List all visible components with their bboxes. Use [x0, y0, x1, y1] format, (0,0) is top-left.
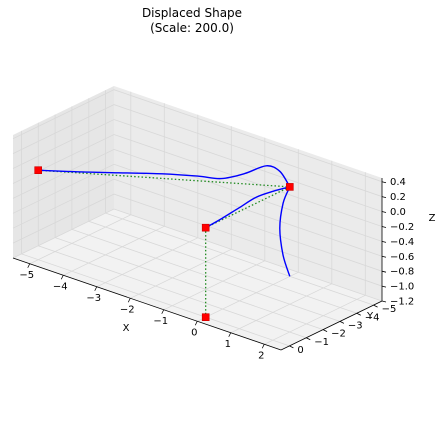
axes-grid — [12, 89, 383, 347]
y-axis-line — [280, 300, 383, 351]
x-tick-mark — [27, 263, 31, 268]
y-tick-mark — [339, 321, 345, 324]
x-tick-mark — [261, 344, 265, 349]
z-tick-label: −0.8 — [390, 267, 414, 278]
displaced-shape-curve — [279, 186, 291, 277]
z-tick-label: −1.2 — [390, 297, 414, 308]
z-tick-label: 0.0 — [390, 207, 406, 218]
z-tick-label: 0.2 — [390, 192, 406, 203]
z-tick-mark — [381, 181, 387, 184]
y-tick-label: −2 — [331, 329, 346, 340]
x-tick-mark — [161, 309, 165, 314]
z-tick-label: −0.4 — [390, 237, 414, 248]
z-axis-label: Z — [429, 213, 436, 224]
z-tick-mark — [381, 226, 387, 228]
original-shape-segment — [205, 186, 291, 229]
x-tick-label: −3 — [86, 293, 101, 304]
z-tick-mark — [381, 285, 387, 288]
x-tick-label: −5 — [19, 270, 34, 281]
z-tick-mark — [381, 240, 387, 243]
x-tick-label: 2 — [258, 350, 264, 361]
y-tick-mark — [306, 337, 311, 341]
x-tick-mark — [228, 332, 232, 337]
node-marker — [34, 166, 43, 174]
z-tick-mark — [381, 196, 387, 199]
floor-pane — [13, 209, 382, 350]
y-tick-label: −1 — [314, 337, 329, 348]
z-gridline — [12, 163, 383, 257]
x-tick-mark — [127, 298, 131, 303]
axes-lines — [12, 178, 383, 351]
z-tick-label: −1.0 — [390, 282, 414, 293]
z-tick-mark — [381, 300, 387, 303]
x-axis-label: X — [123, 323, 130, 334]
z-gridline — [12, 178, 383, 272]
original-shape-segment — [38, 169, 290, 188]
z-gridline — [12, 148, 383, 242]
y-tick-mark — [322, 329, 328, 332]
z-tick-label: 0.4 — [390, 177, 406, 188]
node-marker — [201, 223, 210, 232]
x-axis-line — [12, 257, 282, 351]
z-gridline — [12, 193, 383, 287]
x-tick-label: 1 — [225, 339, 231, 350]
z-tick-mark — [381, 255, 387, 258]
x-tick-label: −4 — [53, 281, 68, 292]
back-pane — [114, 86, 382, 301]
displaced-shape-curve — [38, 165, 291, 188]
z-tick-mark — [381, 211, 387, 213]
chart-title-line-1: Displaced Shape — [142, 6, 242, 20]
y-tick-label: 0 — [297, 345, 303, 356]
node-marker — [285, 183, 294, 191]
z-tick-label: −0.2 — [390, 222, 414, 233]
z-gridline — [12, 119, 383, 212]
y-tick-mark — [373, 304, 378, 308]
z-gridline — [12, 208, 383, 302]
z-gridline — [12, 134, 383, 227]
x-tick-label: 0 — [191, 327, 197, 338]
z-tick-label: −0.6 — [390, 252, 414, 263]
y-axis-label: Y — [366, 311, 374, 322]
z-gridline — [12, 104, 383, 197]
x-tick-label: −2 — [120, 304, 135, 315]
x-tick-label: −1 — [153, 316, 168, 327]
x-tick-mark — [194, 321, 198, 326]
x-tick-mark — [60, 275, 64, 280]
node-marker — [201, 313, 210, 322]
z-tick-mark — [381, 270, 387, 273]
y-tick-label: −4 — [365, 312, 380, 323]
y-tick-label: −5 — [382, 304, 397, 315]
chart-title-line-2: (Scale: 200.0) — [150, 21, 234, 35]
x-tick-mark — [94, 286, 98, 291]
plot-area — [34, 165, 294, 322]
y-tick-mark — [289, 345, 294, 349]
y-tick-label: −3 — [348, 320, 363, 331]
y-tick-mark — [356, 312, 361, 316]
z-gridline — [12, 89, 383, 183]
displaced-shape-curve — [205, 186, 290, 229]
